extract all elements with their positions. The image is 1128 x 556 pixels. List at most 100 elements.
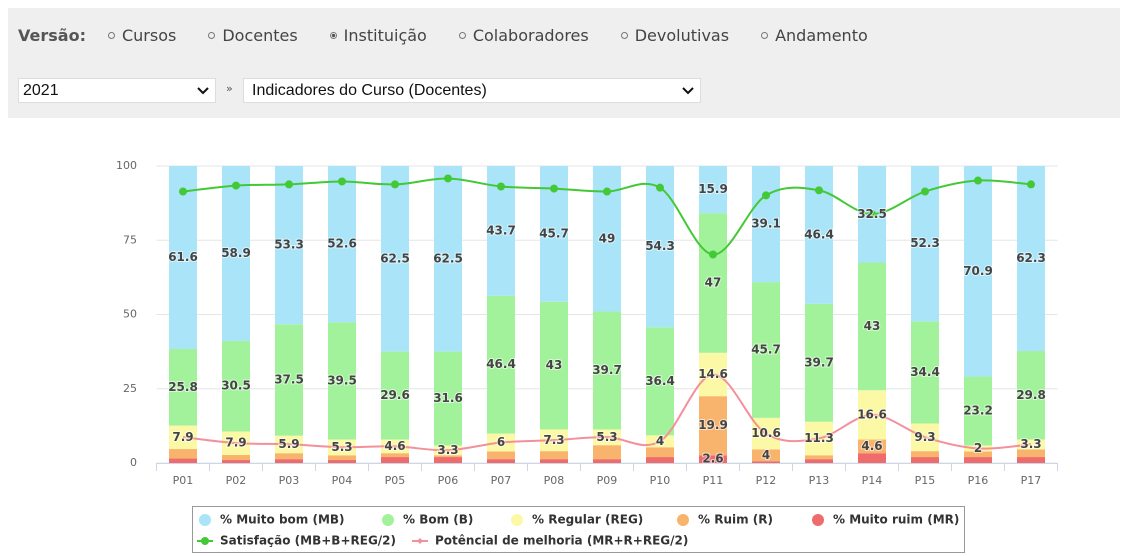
bar-segment <box>434 455 462 458</box>
data-label: 43.7 <box>486 223 516 237</box>
legend-item: % Muito ruim (MR) <box>812 513 959 527</box>
bar-segment <box>540 301 568 430</box>
x-tick-label: P08 <box>544 474 565 487</box>
line-marker <box>338 177 346 186</box>
data-label: 10.6 <box>751 426 781 440</box>
bar-segment <box>699 213 727 353</box>
legend-symbol <box>382 514 394 526</box>
radio[interactable] <box>107 32 115 39</box>
data-label: 2 <box>974 441 982 455</box>
bar-segment <box>275 324 303 436</box>
option-label: Instituição <box>343 26 427 45</box>
data-label: 31.6 <box>433 391 463 405</box>
bar-segment <box>646 447 674 458</box>
bar-segment <box>805 303 833 422</box>
legend-symbol <box>812 514 824 526</box>
bar-segment <box>434 457 462 463</box>
radio[interactable] <box>761 32 769 39</box>
data-label: 62.5 <box>433 251 463 265</box>
legend-label: % Regular (REG) <box>532 513 643 527</box>
legend-label: % Muito ruim (MR) <box>833 513 959 527</box>
bar-segment <box>858 439 886 454</box>
data-label: 70.9 <box>963 264 993 278</box>
bar-segment <box>964 451 992 458</box>
line-marker <box>179 187 187 196</box>
y-tick-label: 50 <box>123 308 137 321</box>
bar-segment <box>169 166 197 349</box>
data-label: 16.6 <box>857 407 887 421</box>
data-label: 4 <box>762 448 770 462</box>
data-label: 11.3 <box>804 431 834 445</box>
radio[interactable] <box>208 32 216 39</box>
bar-segment <box>434 351 462 446</box>
bar-segment <box>540 451 568 460</box>
data-label: 45.7 <box>539 226 569 240</box>
data-label: 49 <box>599 231 616 245</box>
data-label: 52.3 <box>910 236 940 250</box>
radio[interactable] <box>458 32 466 39</box>
chevron <box>197 87 209 95</box>
data-label: 39.1 <box>751 217 781 231</box>
version-option[interactable]: Instituição <box>329 26 427 45</box>
data-label: 14.6 <box>698 367 728 381</box>
x-tick-label: P04 <box>332 474 353 487</box>
x-tick-label: P12 <box>756 474 777 487</box>
data-label: 32.5 <box>857 207 887 221</box>
x-tick-label: P14 <box>862 474 883 487</box>
data-label: 5.3 <box>331 440 352 454</box>
data-label: 47 <box>705 276 722 290</box>
radio[interactable] <box>620 32 628 39</box>
bar-segment <box>487 295 515 434</box>
year-select[interactable]: 2021 <box>18 78 216 103</box>
legend-symbol <box>511 514 523 526</box>
radio[interactable] <box>329 32 337 39</box>
data-label: 61.6 <box>168 250 198 264</box>
version-option[interactable]: Colaboradores <box>458 26 589 45</box>
data-label: 30.5 <box>221 379 251 393</box>
line-marker <box>603 187 611 196</box>
version-option[interactable]: Devolutivas <box>620 26 730 45</box>
bar-segment <box>752 461 780 463</box>
data-label: 7.9 <box>172 430 193 444</box>
data-label: 39.7 <box>592 363 622 377</box>
option-label: Devolutivas <box>634 26 730 45</box>
bar-segment <box>805 459 833 463</box>
option-label: Andamento <box>775 26 868 45</box>
version-option[interactable]: Docentes <box>208 26 298 45</box>
bar-segment <box>222 340 250 432</box>
bar-segment <box>964 166 992 377</box>
report-select[interactable]: Indicadores do Curso (Docentes) <box>243 78 701 103</box>
bar-segment <box>222 166 250 341</box>
data-label: 37.5 <box>274 372 304 386</box>
line-marker <box>656 183 664 192</box>
data-label: 4.6 <box>384 439 405 453</box>
version-label: Versão: <box>18 26 86 45</box>
data-label: 23.2 <box>963 404 993 418</box>
data-label: 62.5 <box>380 251 410 265</box>
line-marker <box>232 181 240 190</box>
bar-segment <box>699 166 727 214</box>
bar-segment <box>699 396 727 456</box>
legend-label: Potêncial de melhoria (MR+R+REG/2) <box>435 534 688 548</box>
bar-segment <box>911 457 939 463</box>
bar-segment <box>699 455 727 463</box>
data-label: 2.6 <box>702 452 723 466</box>
bar-segment <box>964 376 992 446</box>
data-label: 5.3 <box>596 430 617 444</box>
x-tick-label: P16 <box>968 474 989 487</box>
data-label: 25.8 <box>168 380 198 394</box>
version-option[interactable]: Andamento <box>761 26 868 45</box>
bar-segment <box>381 166 409 352</box>
report-value: Indicadores do Curso (Docentes) <box>252 81 487 99</box>
data-label: 39.5 <box>327 373 357 387</box>
bar-segment <box>275 453 303 460</box>
version-option[interactable]: Cursos <box>107 26 176 45</box>
bar-segment <box>381 453 409 458</box>
x-tick-label: P15 <box>915 474 936 487</box>
data-label: 6 <box>497 435 505 449</box>
data-label: 19.9 <box>698 418 728 432</box>
line-marker <box>815 186 823 195</box>
line-marker <box>868 210 876 219</box>
bar-segment <box>911 321 939 424</box>
x-tick-label: P02 <box>226 474 247 487</box>
